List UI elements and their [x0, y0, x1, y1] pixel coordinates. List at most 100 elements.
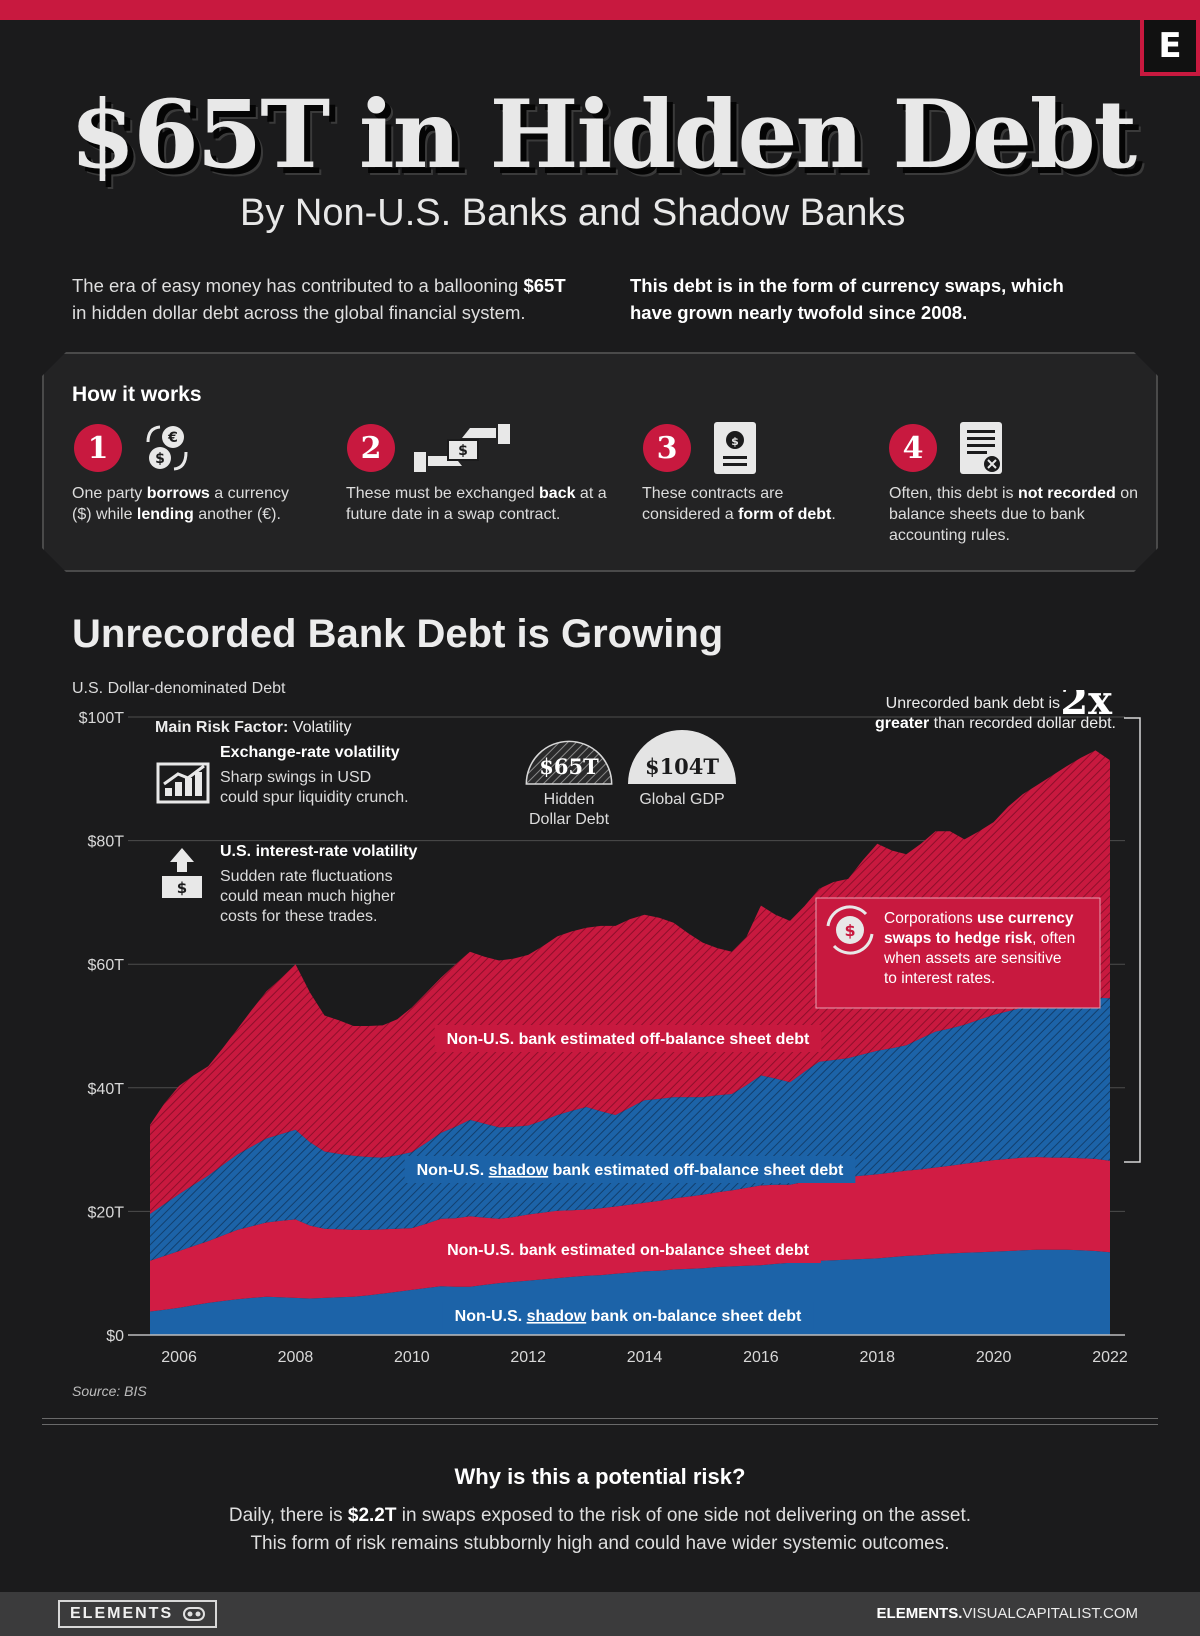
y-tick-label: $60T: [88, 957, 125, 974]
divider: [42, 1424, 1158, 1425]
icon-dollar: $: [177, 879, 187, 897]
comparison-semicircle: [525, 740, 613, 785]
risk-item-heading: Exchange-rate volatility: [220, 744, 400, 761]
rising-bar-chart-icon: [156, 762, 210, 804]
y-tick-label: $100T: [79, 710, 125, 727]
footer-logo: ELEMENTS: [58, 1600, 218, 1628]
area-series-1: [150, 1157, 1110, 1312]
icon-arc: [826, 905, 868, 927]
area-series-3: [150, 750, 1110, 1214]
label-shadow-on-balance: Non-U.S. shadow bank on-balance sheet de…: [442, 1302, 814, 1329]
callout-line: when assets are sensitive: [883, 950, 1061, 967]
comparison-label: Dollar Debt: [529, 811, 610, 828]
page-subtitle: By Non-U.S. Banks and Shadow Banks: [240, 192, 906, 234]
label-shadow-off-balance: Non-U.S. shadow bank estimated off-balan…: [404, 1156, 856, 1183]
x-tick-label: 2022: [1092, 1349, 1128, 1366]
unrecorded-document-icon: [960, 422, 1002, 474]
icon-arc: [832, 933, 874, 955]
label-bank-off-balance: Non-U.S. bank estimated off-balance shee…: [434, 1025, 822, 1052]
callout-box: [815, 897, 1101, 1009]
comparison-value: $65T: [539, 754, 599, 779]
risk-item-line: could mean much higher: [220, 888, 396, 905]
label-shadow-off-balance-bg: [404, 1156, 856, 1183]
icon-bar: [175, 782, 182, 796]
risk-title: Why is this a potential risk?: [454, 1464, 746, 1489]
risk-panel-title: Main Risk Factor: Volatility: [155, 719, 352, 736]
step-3-text: These contracts are considered a form of…: [642, 485, 836, 523]
elements-logo: E: [1140, 20, 1200, 76]
label-shadow-off-balance-text: Non-U.S. shadow bank estimated off-balan…: [417, 1162, 844, 1179]
chart-title: Unrecorded Bank Debt is Growing: [72, 612, 724, 656]
comparison-value: $104T: [645, 754, 719, 779]
x-tick-label: 2012: [510, 1349, 546, 1366]
icon-frame: [156, 762, 210, 804]
elements-glyph-icon: [183, 1607, 206, 1621]
svg-text:$: $: [155, 451, 165, 467]
area-series-2: [150, 997, 1110, 1261]
risk-item-line: Sudden rate fluctuations: [220, 868, 393, 885]
icon-bar: [185, 778, 192, 796]
icon-bill: [162, 876, 202, 898]
intro-left: The era of easy money has contributed to…: [72, 275, 566, 323]
step-4-number: 4: [889, 424, 937, 472]
x-tick-label: 2008: [278, 1349, 314, 1366]
step-2-number: 2: [347, 424, 395, 472]
label-shadow-on-balance-text: Non-U.S. shadow bank on-balance sheet de…: [455, 1308, 802, 1325]
icon-trend: [163, 764, 205, 786]
x-tick-label: 2016: [743, 1349, 779, 1366]
annotation-2x-line2: greater than recorded dollar debt.: [875, 715, 1116, 732]
comparison-label: Global GDP: [639, 791, 724, 808]
chart-source: Source: BIS: [72, 1383, 147, 1399]
risk-item-line: costs for these trades.: [220, 908, 377, 925]
label-shadow-on-balance-bg: [442, 1302, 814, 1329]
footer-url[interactable]: ELEMENTS.VISUALCAPITALIST.COM: [876, 1605, 1138, 1622]
x-tick-label: 2010: [394, 1349, 430, 1366]
label-bank-on-balance: Non-U.S. bank estimated on-balance sheet…: [435, 1236, 821, 1263]
x-tick-label: 2006: [161, 1349, 197, 1366]
chart-axes: $0 $20T $40T $60T $80T $100T 2006 2008 2010 2012 2…: [79, 710, 1128, 1366]
risk-item-heading: U.S. interest-rate volatility: [220, 843, 417, 860]
page-title: $65T in Hidden Debt: [70, 80, 1137, 190]
icon-bar: [195, 772, 202, 796]
callout-line: to interest rates.: [884, 970, 995, 987]
chart-overlays: Main Risk Factor: Volatility $ Exchange-ra…: [155, 690, 1141, 1163]
currency-exchange-icon: € $: [146, 425, 188, 471]
step-1-text: One party borrows a currency ($) while l…: [72, 485, 289, 523]
x-tick-label: 2014: [627, 1349, 663, 1366]
callout-line: Corporations use currency: [884, 910, 1074, 927]
risk-item-line: Sharp swings in USD: [220, 769, 371, 786]
chart-y-caption: U.S. Dollar-denominated Debt: [72, 680, 286, 697]
area-series-0: [150, 1249, 1110, 1335]
chart-areas: [150, 750, 1110, 1335]
annotation-2x-line1: Unrecorded bank debt is: [886, 695, 1060, 712]
label-bank-off-balance-bg: [434, 1025, 822, 1052]
y-tick-label: $80T: [88, 834, 125, 851]
y-tick-label: $20T: [88, 1204, 125, 1221]
icon-dollar: $: [844, 921, 855, 940]
chart-area-labels: Non-U.S. bank estimated off-balance shee…: [404, 1025, 856, 1329]
x-tick-label: 2018: [859, 1349, 895, 1366]
svg-text:$: $: [731, 435, 739, 448]
step-1-number: 1: [74, 424, 122, 472]
risk-text: Daily, there is $2.2T in swaps exposed t…: [228, 1505, 972, 1554]
label-bank-on-balance-text: Non-U.S. bank estimated on-balance sheet…: [447, 1242, 810, 1259]
comparison-semicircle: [628, 730, 736, 784]
step-2-text: These must be exchanged back at a future…: [346, 485, 607, 523]
stacked-area-chart: $0 $20T $40T $60T $80T $100T 2006 2008 2010 2012 2…: [79, 690, 1141, 1366]
y-tick-label: $0: [106, 1328, 124, 1345]
divider: [42, 1418, 1158, 1419]
y-tick-label: $40T: [88, 1081, 125, 1098]
comparison-label: Hidden: [544, 791, 595, 808]
top-accent-bar: [0, 0, 1200, 20]
dollar-up-arrow-icon: $: [162, 848, 202, 898]
step-3-number: 3: [643, 424, 691, 472]
callout-line: swaps to hedge risk, often: [884, 930, 1075, 947]
annotation-2x-big: 2x: [1060, 690, 1113, 724]
icon-coin: [836, 916, 864, 944]
annotation-2x-bracket: [1124, 717, 1141, 1163]
label-bank-on-balance-bg: [435, 1236, 821, 1263]
x-tick-label: 2020: [976, 1349, 1012, 1366]
icon-bar: [165, 788, 172, 796]
icon-arrow: [170, 848, 194, 872]
currency-cycle-icon: $: [826, 905, 874, 955]
